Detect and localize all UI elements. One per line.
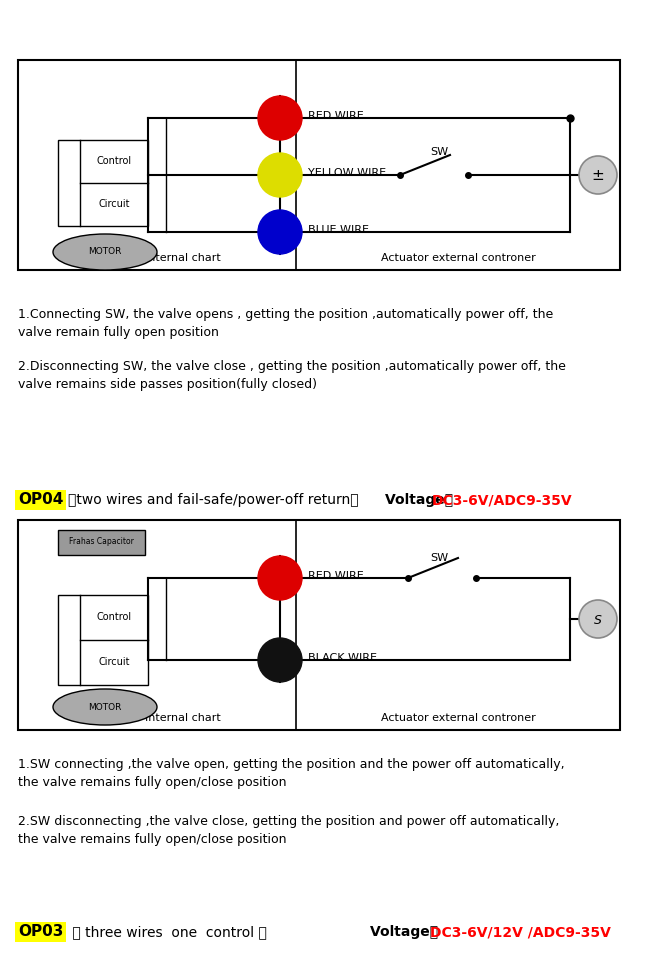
Text: RED WIRE: RED WIRE — [308, 111, 364, 121]
Text: DC3-6V/12V /ADC9-35V: DC3-6V/12V /ADC9-35V — [430, 925, 611, 939]
Circle shape — [258, 638, 302, 682]
Text: Actuator external controner: Actuator external controner — [380, 713, 536, 723]
Text: （ three wires  one  control ）: （ three wires one control ） — [68, 925, 267, 939]
Bar — [58, 140, 148, 226]
Circle shape — [579, 600, 617, 638]
Bar — [58, 530, 145, 555]
Text: SW: SW — [430, 147, 448, 157]
Text: BLACK WIRE: BLACK WIRE — [308, 653, 377, 663]
Circle shape — [258, 556, 302, 600]
Text: Voltage：: Voltage： — [385, 493, 458, 507]
Text: RED WIRE: RED WIRE — [308, 571, 364, 581]
Text: MOTOR: MOTOR — [89, 703, 121, 712]
Text: SW: SW — [430, 553, 448, 563]
Text: 1.SW connecting ,the valve open, getting the position and the power off automati: 1.SW connecting ,the valve open, getting… — [18, 758, 565, 789]
Text: DC3-6V/ADC9-35V: DC3-6V/ADC9-35V — [432, 493, 572, 507]
Text: Control: Control — [96, 612, 132, 622]
Text: （two wires and fail-safe/power-off return）: （two wires and fail-safe/power-off retur… — [68, 493, 359, 507]
Text: ±: ± — [592, 169, 605, 183]
Text: OP03: OP03 — [18, 924, 63, 940]
Circle shape — [258, 96, 302, 140]
Text: Voltage：: Voltage： — [370, 925, 448, 939]
Text: 2.Disconnecting SW, the valve close , getting the position ,automatically power : 2.Disconnecting SW, the valve close , ge… — [18, 360, 566, 391]
Text: Actuator external controner: Actuator external controner — [380, 253, 536, 263]
Text: S: S — [594, 614, 602, 626]
Text: Actuator internal chart: Actuator internal chart — [94, 713, 220, 723]
Ellipse shape — [53, 689, 157, 725]
Text: Control: Control — [96, 156, 132, 166]
Text: Circuit: Circuit — [98, 657, 130, 667]
Text: 2.SW disconnecting ,the valve close, getting the position and power off automati: 2.SW disconnecting ,the valve close, get… — [18, 815, 559, 846]
Ellipse shape — [53, 234, 157, 270]
Text: MOTOR: MOTOR — [89, 247, 121, 256]
Text: BLUE WIRE: BLUE WIRE — [308, 225, 369, 235]
Text: Frahas Capacitor: Frahas Capacitor — [68, 537, 134, 547]
Bar — [18, 520, 620, 730]
Bar — [18, 60, 620, 270]
Text: 1.Connecting SW, the valve opens , getting the position ,automatically power off: 1.Connecting SW, the valve opens , getti… — [18, 308, 553, 339]
Text: Actuator internal chart: Actuator internal chart — [94, 253, 220, 263]
Circle shape — [579, 156, 617, 194]
Circle shape — [258, 210, 302, 254]
Text: OP04: OP04 — [18, 493, 63, 507]
Text: YELLOW WIRE: YELLOW WIRE — [308, 168, 386, 178]
Bar — [58, 595, 148, 685]
Text: Circuit: Circuit — [98, 199, 130, 209]
Circle shape — [258, 153, 302, 197]
